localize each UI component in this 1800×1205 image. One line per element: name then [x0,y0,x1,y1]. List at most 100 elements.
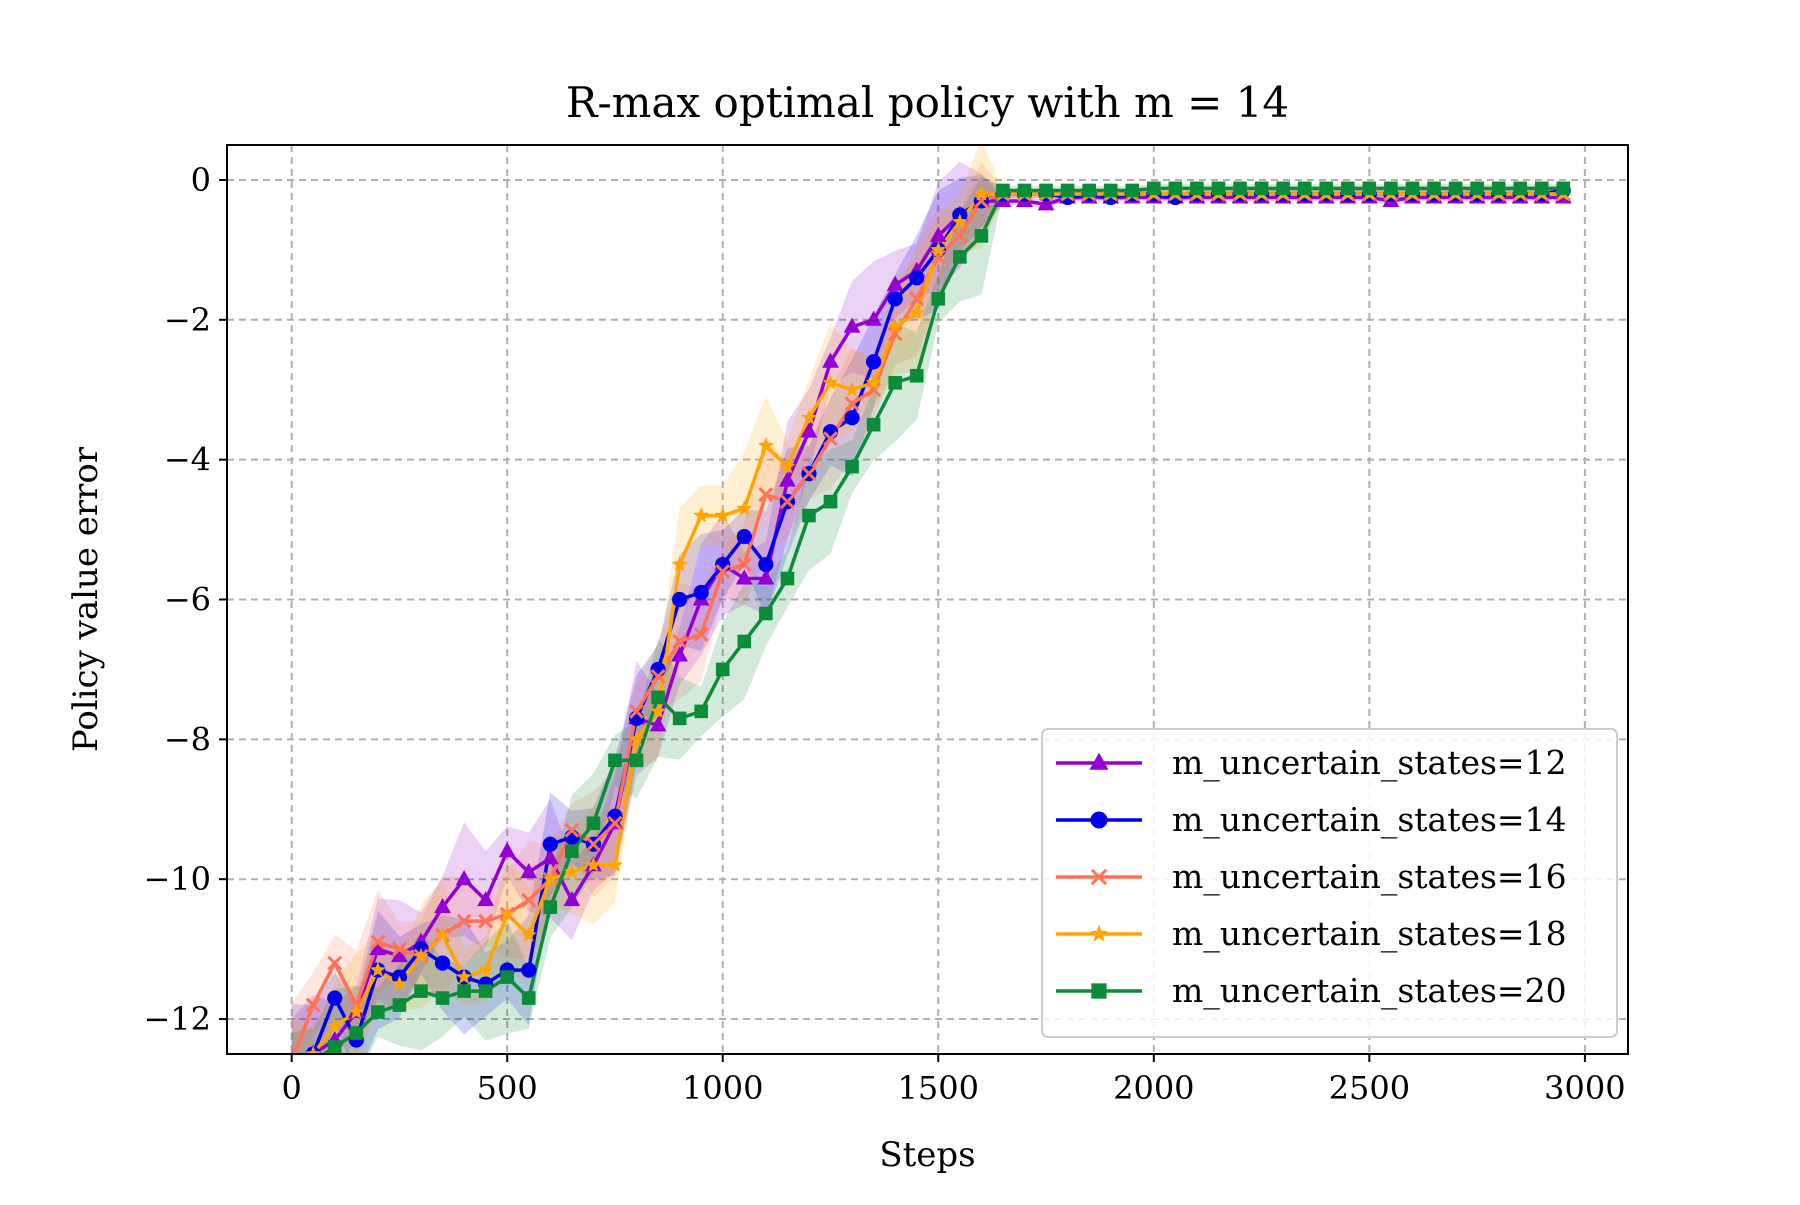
x-tick-label: 2000 [1113,1069,1194,1107]
data-point [585,836,601,852]
data-point [369,939,387,956]
data-point [844,381,861,397]
data-point [974,229,989,243]
data-point [866,417,881,432]
data-point [1017,183,1032,198]
data-point-stroke [715,564,731,579]
data-point-stroke [305,997,321,1013]
data-point [693,584,709,601]
data-point-stroke [801,466,817,482]
data-point [1491,181,1506,196]
data-point-stroke [823,431,838,447]
axis-ticks: 0 500 1000 1500 2000 2500 3000 0 −2 −4 −6 −8 −10 −12 [143,161,1625,1107]
data-point [1039,183,1053,198]
data-point [1090,811,1108,829]
data-point [456,913,472,929]
data-point [887,326,903,342]
data-point [435,991,450,1005]
data-point [823,494,838,509]
data-point [1090,924,1108,942]
data-point [1211,181,1226,196]
data-point [909,368,924,383]
data-point [457,984,471,998]
data-point [413,947,429,963]
data-point [478,913,494,929]
data-point [802,508,816,523]
x-axis-label: Steps [879,1135,975,1175]
data-point-stroke [456,913,472,929]
legend-box [1041,728,1618,1038]
data-point [715,662,730,677]
data-point [369,961,386,977]
data-point [930,241,947,257]
data-point [865,374,882,390]
y-tick-label: −12 [143,1000,211,1038]
data-point [478,984,493,998]
data-point [392,998,407,1012]
data-point [888,375,902,390]
data-point [952,228,968,244]
data-point [780,571,795,586]
data-point [542,870,559,886]
data-point [1233,181,1247,196]
data-point [866,382,882,398]
data-point [500,970,514,984]
x-tick-label: 1500 [898,1069,979,1107]
data-point [305,997,321,1013]
data-point [822,374,839,390]
data-point [564,822,580,838]
data-point [521,892,537,908]
data-point [757,569,775,585]
data-point [1556,181,1571,196]
data-point [800,409,817,425]
data-point [779,494,795,510]
data-point [931,292,946,306]
data-point [1513,181,1528,196]
data-point-stroke [1090,868,1108,886]
data-point-stroke [952,228,968,244]
data-point [629,753,644,768]
data-point [629,703,644,719]
data-point [973,193,989,209]
data-point [543,900,558,914]
data-point [737,634,752,649]
data-point [822,352,839,368]
data-point [434,926,451,942]
data-point-stroke [607,815,623,831]
data-point [886,275,904,291]
data-point-stroke [736,557,752,572]
data-point-stroke [564,822,580,838]
data-point [779,471,796,487]
data-point [844,396,860,412]
y-tick-label: −10 [143,860,211,898]
data-point [1190,181,1204,196]
y-tick-label: −4 [164,441,211,479]
data-point-stroke [973,193,989,209]
data-point [1297,181,1312,196]
data-point [327,955,343,971]
data-point [758,487,774,503]
data-point [1405,181,1420,196]
data-point [1254,181,1269,196]
x-tick-label: 1000 [682,1069,763,1107]
data-point [326,1017,343,1033]
data-point-stroke [930,249,946,265]
data-point [608,753,622,768]
legend-label: m_uncertain_states=20 [1172,971,1567,1011]
legend-label: m_uncertain_states=14 [1172,800,1567,840]
data-point [414,984,428,998]
data-point-stroke [866,382,882,398]
data-point [650,702,667,719]
data-point [477,961,494,977]
data-point [391,975,408,991]
chart-title: R-max optimal policy with m = 14 [566,78,1289,127]
y-axis-label: Policy value error [66,446,106,752]
data-point-stroke [391,941,407,957]
data-point-stroke [887,326,903,342]
legend-label: m_uncertain_states=18 [1172,914,1567,954]
data-point [887,318,904,334]
data-point [1037,195,1055,211]
x-tick-label: 500 [477,1069,538,1107]
data-point [1125,183,1140,198]
